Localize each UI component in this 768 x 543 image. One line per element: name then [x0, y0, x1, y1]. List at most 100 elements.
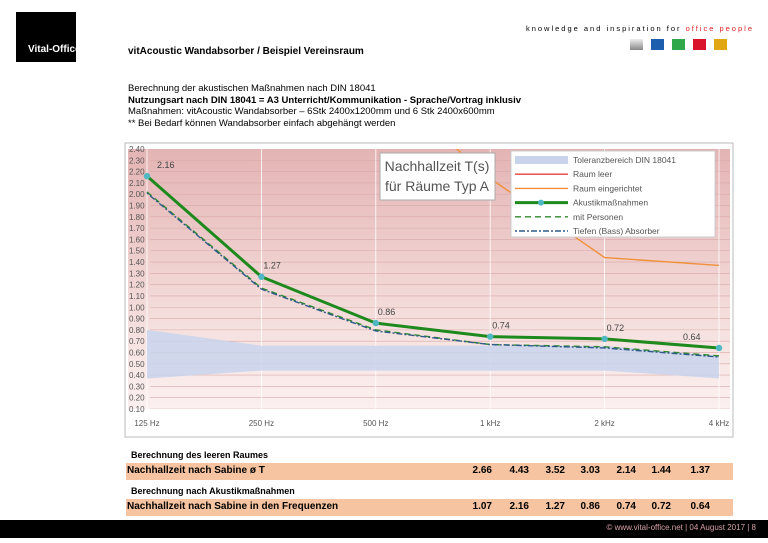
y-tick-label: 1.80 [129, 213, 145, 222]
legend-label: Akustikmaßnahmen [573, 198, 648, 208]
logo: Vital-Office® [28, 44, 88, 55]
y-tick-label: 0.40 [129, 371, 145, 380]
cell: 1.07 [472, 501, 492, 512]
row-label: Nachhallzeit nach Sabine in den Frequenz… [127, 501, 339, 512]
intro-line: Berechnung der akustischen Maßnahmen nac… [128, 83, 376, 94]
y-tick-label: 1.20 [129, 281, 145, 290]
x-tick-label: 4 kHz [709, 419, 729, 428]
chart-title: Nachhallzeit T(s) [385, 158, 490, 174]
y-tick-label: 0.10 [129, 405, 145, 414]
square [714, 39, 727, 50]
y-tick-label: 2.20 [129, 168, 145, 177]
series-line [146, 191, 720, 357]
legend-box [510, 150, 716, 238]
data-label: 1.27 [263, 261, 281, 271]
intro-line: Nutzungsart nach DIN 18041 = A3 Unterric… [128, 94, 522, 106]
y-tick-label: 1.60 [129, 235, 145, 244]
cell: 0.72 [651, 501, 671, 512]
logo-box [16, 12, 76, 62]
legend-swatch [515, 156, 568, 164]
cell: 2.14 [616, 465, 636, 476]
x-tick-label: 500 Hz [363, 419, 388, 428]
tagline-accent: office people [685, 24, 754, 33]
legend-marker [538, 199, 544, 206]
y-tick-label: 0.70 [129, 337, 145, 346]
tolerance-band [147, 329, 719, 379]
series-line [146, 175, 720, 350]
series-line [146, 192, 720, 358]
table-row [126, 463, 733, 480]
intro-line: ** Bei Bedarf können Wandabsorber einfac… [128, 118, 396, 130]
cell: 4.43 [509, 465, 529, 476]
cell: 2.66 [472, 465, 492, 476]
marker [258, 273, 265, 280]
table-heading: Berechnung des leeren Raumes [131, 450, 269, 460]
cell: 1.44 [651, 465, 671, 476]
y-tick-label: 2.30 [129, 156, 145, 165]
cell: 3.03 [580, 465, 600, 476]
y-tick-label: 0.90 [129, 315, 145, 324]
marker [601, 335, 608, 343]
series-line [455, 149, 720, 267]
y-tick-label: 0.20 [129, 394, 145, 403]
data-label: 0.64 [683, 332, 701, 342]
chart-title: für Räume Typ A [385, 178, 490, 194]
x-tick-label: 2 kHz [594, 419, 614, 428]
data-label: 0.72 [607, 323, 625, 333]
y-tick-label: 0.80 [129, 326, 145, 335]
y-tick-label: 1.00 [129, 303, 145, 312]
data-label: 0.74 [492, 321, 510, 331]
legend-label: Tiefen (Bass) Absorber [573, 226, 660, 236]
data-label: 0.86 [378, 307, 396, 317]
y-tick-label: 1.50 [129, 247, 145, 256]
square [651, 39, 664, 50]
marker [487, 333, 494, 340]
marker [372, 319, 379, 327]
y-tick-label: 1.40 [129, 258, 145, 267]
legend-label: Raum eingerichtet [573, 183, 643, 193]
y-tick-label: 2.00 [129, 190, 145, 199]
intro-line: Maßnahmen: vitAcoustic Wandabsorber – 6S… [128, 106, 495, 118]
cell: 0.86 [580, 501, 600, 512]
x-tick-label: 125 Hz [134, 419, 159, 428]
square [630, 39, 643, 50]
footer: © www.vital-office.net | 04 August 2017 … [606, 523, 756, 532]
x-tick-label: 250 Hz [249, 419, 274, 428]
y-tick-label: 2.10 [129, 179, 145, 188]
intro: Berechnung der akustischen Maßnahmen nac… [128, 83, 521, 130]
cell: 2.16 [509, 501, 529, 512]
cell: 0.64 [690, 501, 710, 512]
row-label: Nachhallzeit nach Sabine ø T [127, 465, 265, 476]
legend-label: Raum leer [573, 169, 612, 179]
page-title: vitAcoustic Wandabsorber / Beispiel Vere… [128, 46, 364, 57]
x-tick-label: 1 kHz [480, 419, 500, 428]
y-tick-label: 0.50 [129, 360, 145, 369]
y-tick-label: 2.40 [129, 145, 145, 154]
legend-label: Toleranzbereich DIN 18041 [573, 155, 676, 165]
cell: 1.27 [545, 501, 565, 512]
y-tick-label: 1.10 [129, 292, 145, 301]
square [693, 39, 706, 50]
y-tick-label: 1.30 [129, 269, 145, 278]
data-label: 2.16 [157, 160, 175, 170]
square [672, 39, 685, 50]
cell: 0.74 [616, 501, 636, 512]
marker [143, 172, 151, 180]
legend-label: mit Personen [573, 212, 623, 222]
table-heading: Berechnung nach Akustikmaßnahmen [131, 486, 295, 496]
y-tick-label: 1.70 [129, 224, 145, 233]
chart-title-box [379, 152, 496, 201]
tagline-main: knowledge and inspiration for [525, 24, 682, 33]
footer-bar [0, 520, 768, 538]
y-tick-label: 0.60 [129, 348, 145, 357]
marker [715, 344, 723, 352]
y-tick-label: 1.90 [129, 202, 145, 211]
cell: 3.52 [545, 465, 565, 476]
y-tick-label: 0.30 [129, 382, 145, 391]
tagline: knowledge and inspiration for office peo… [526, 24, 754, 33]
table-row [126, 499, 733, 516]
cell: 1.37 [690, 465, 710, 476]
color-squares [630, 39, 727, 50]
